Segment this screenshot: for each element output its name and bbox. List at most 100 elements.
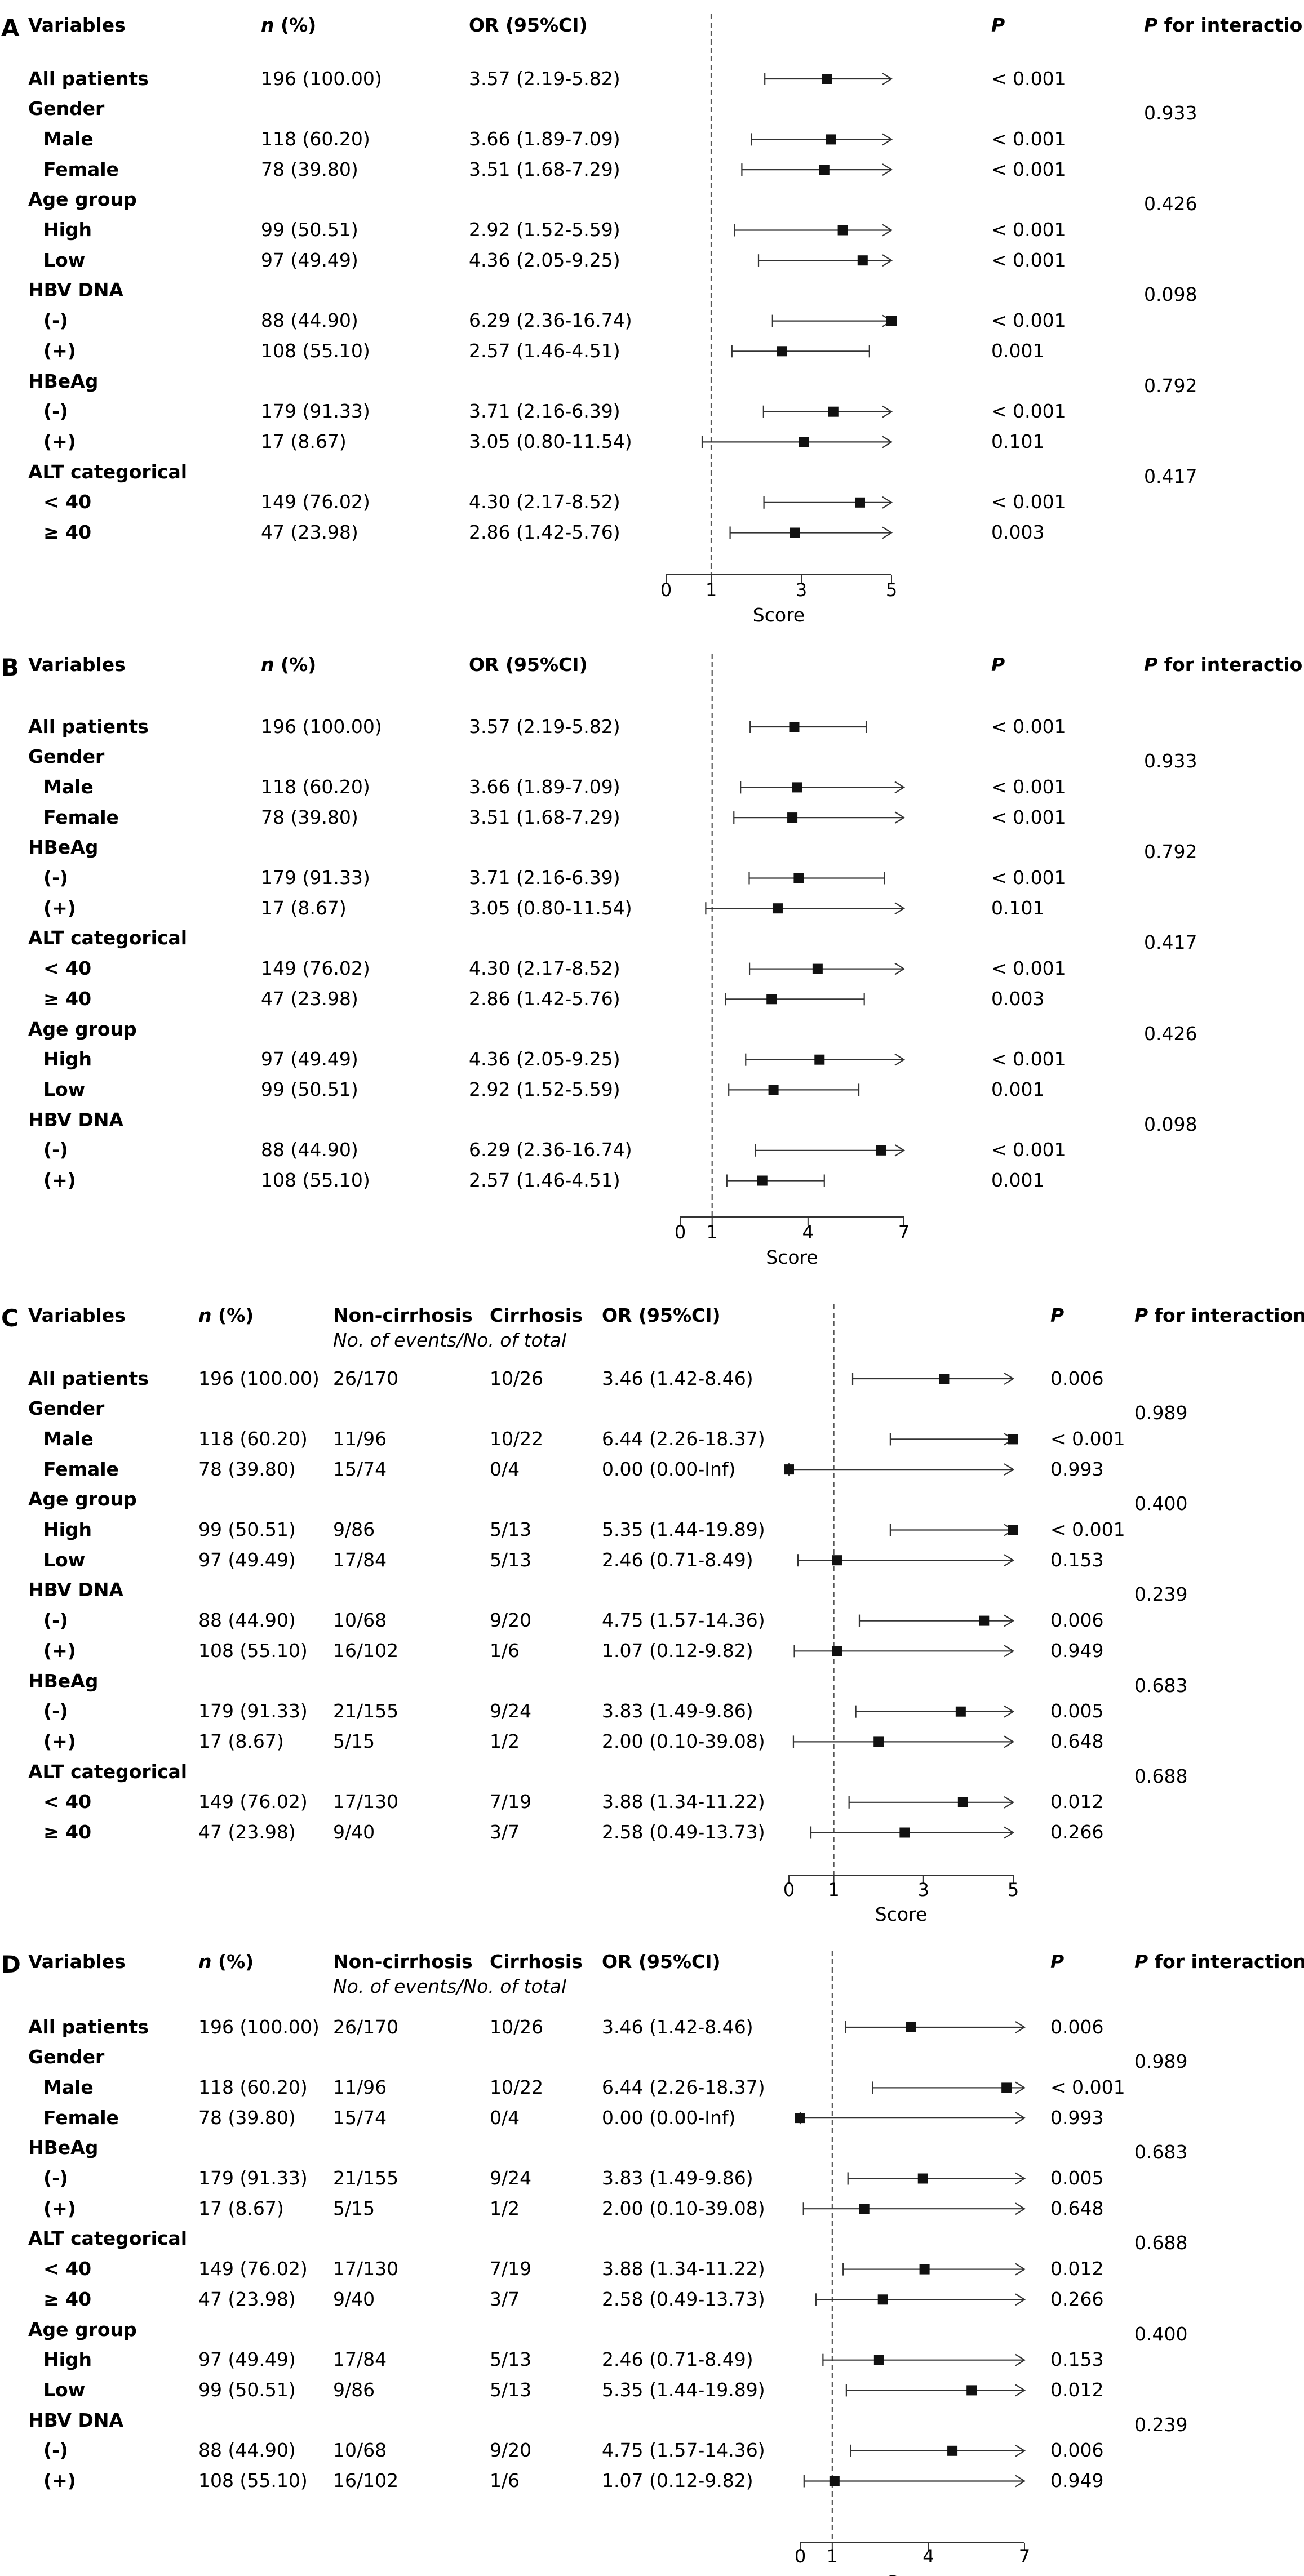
n-percent: 179 (91.33)	[261, 867, 370, 889]
n-percent: 99 (50.51)	[198, 1518, 296, 1541]
or-point	[855, 497, 865, 508]
p-value: < 0.001	[991, 309, 1066, 332]
header-p-interaction-rest: for interaction	[1157, 653, 1304, 676]
row-label: Male	[43, 775, 94, 798]
row-label: ≥ 40	[43, 987, 92, 1010]
ci-arrow	[1004, 1524, 1015, 1536]
or-point	[784, 1464, 794, 1475]
non-cirrhosis-count: 17/84	[333, 1548, 387, 1571]
cirrhosis-count: 10/26	[490, 2015, 544, 2038]
x-tick-label: 5	[1007, 1878, 1019, 1900]
n-percent: 97 (49.49)	[198, 1548, 296, 1571]
ci-arrow	[1015, 2172, 1026, 2185]
row-label: (-)	[43, 867, 68, 889]
or-point	[1001, 2082, 1012, 2093]
n-percent: 17 (8.67)	[261, 896, 347, 919]
cirrhosis-count: 5/13	[490, 2378, 532, 2401]
n-percent: 88 (44.90)	[261, 1139, 358, 1161]
or-ci-text: 2.00 (0.10-39.08)	[602, 1730, 765, 1752]
row-label: ≥ 40	[43, 521, 92, 544]
x-tick-label: 0	[794, 2545, 806, 2567]
or-point	[777, 346, 787, 357]
or-ci-text: 6.44 (2.26-18.37)	[602, 1427, 765, 1450]
ci-arrow	[882, 224, 893, 237]
or-point	[873, 1736, 884, 1747]
header-n-italic: n	[261, 14, 274, 36]
row-label: All patients	[28, 2015, 149, 2038]
group-label: HBeAg	[28, 2137, 99, 2159]
cirrhosis-count: 1/6	[490, 1639, 520, 1662]
header-events-note: No. of events/No. of total	[333, 1329, 567, 1351]
header-non-cirrhosis: Non-cirrhosis	[333, 1304, 473, 1326]
or-ci-text: 3.51 (1.68-7.29)	[469, 158, 620, 180]
header-n-rest: (%)	[274, 14, 317, 36]
n-percent: 97 (49.49)	[261, 1048, 358, 1071]
header-p: P	[1050, 1304, 1065, 1326]
non-cirrhosis-count: 26/170	[333, 1367, 399, 1389]
header-cirrhosis: Cirrhosis	[490, 1304, 583, 1326]
or-ci-text: 5.35 (1.44-19.89)	[602, 1518, 765, 1541]
or-ci-text: 4.30 (2.17-8.52)	[469, 957, 620, 980]
p-interaction-value: 0.239	[1134, 2413, 1188, 2436]
or-point	[757, 1175, 768, 1186]
group-label: HBV DNA	[28, 1108, 124, 1131]
n-percent: 99 (50.51)	[198, 2378, 296, 2401]
n-percent: 17 (8.67)	[198, 1730, 284, 1752]
n-percent: 149 (76.02)	[198, 2258, 308, 2280]
p-value: 0.006	[1050, 2439, 1104, 2462]
or-point	[947, 2445, 958, 2456]
n-percent: 78 (39.80)	[261, 158, 358, 180]
cirrhosis-count: 0/4	[490, 1458, 520, 1480]
panel-letter: D	[1, 1950, 21, 1978]
or-point	[768, 1085, 779, 1095]
or-point	[795, 2113, 805, 2124]
n-percent: 78 (39.80)	[198, 1458, 296, 1480]
non-cirrhosis-count: 21/155	[333, 2167, 399, 2189]
row-label: (-)	[43, 2439, 68, 2462]
p-interaction-value: 0.688	[1134, 1765, 1188, 1787]
row-label: Male	[43, 2076, 94, 2098]
header-p-interaction: P for interaction	[1134, 1304, 1304, 1326]
x-tick-label: 1	[828, 1878, 840, 1900]
group-label: HBV DNA	[28, 279, 124, 301]
ci-arrow	[1004, 1826, 1015, 1839]
non-cirrhosis-count: 26/170	[333, 2015, 399, 2038]
n-percent: 179 (91.33)	[198, 2167, 308, 2189]
or-ci-text: 1.07 (0.12-9.82)	[602, 1639, 753, 1662]
p-interaction-value: 0.933	[1144, 102, 1197, 125]
row-label: Low	[43, 248, 86, 271]
n-percent: 196 (100.00)	[261, 715, 382, 738]
p-interaction-value: 0.400	[1134, 1493, 1188, 1515]
header-p-interaction-italic: P	[1134, 1950, 1148, 1973]
ci-arrow	[894, 781, 906, 794]
n-percent: 108 (55.10)	[261, 1169, 370, 1192]
n-percent: 47 (23.98)	[261, 521, 358, 544]
or-ci-text: 0.00 (0.00-Inf)	[602, 1458, 736, 1480]
or-ci-text: 3.88 (1.34-11.22)	[602, 1791, 765, 1813]
or-point	[793, 873, 804, 883]
n-percent: 99 (50.51)	[261, 1078, 358, 1100]
row-label: High	[43, 2348, 92, 2371]
p-value: 0.101	[991, 896, 1045, 919]
or-ci-text: 2.46 (0.71-8.49)	[602, 1548, 753, 1571]
row-label: Male	[43, 127, 94, 150]
group-label: ALT categorical	[28, 1760, 188, 1783]
p-value: < 0.001	[991, 158, 1066, 180]
header-p: P	[991, 14, 1005, 36]
p-value: < 0.001	[991, 867, 1066, 889]
p-value: 0.001	[991, 339, 1045, 362]
or-ci-text: 2.57 (1.46-4.51)	[469, 339, 620, 362]
p-value: 0.012	[1050, 2258, 1104, 2280]
n-percent: 108 (55.10)	[261, 339, 370, 362]
p-value: < 0.001	[991, 806, 1066, 828]
n-percent: 196 (100.00)	[261, 67, 382, 90]
x-tick-label: 7	[1018, 2545, 1031, 2567]
non-cirrhosis-count: 9/86	[333, 2378, 375, 2401]
or-point	[876, 1145, 886, 1156]
or-ci-text: 3.57 (2.19-5.82)	[469, 715, 620, 738]
group-label: Age group	[28, 1018, 137, 1040]
n-percent: 118 (60.20)	[261, 127, 370, 150]
cirrhosis-count: 10/22	[490, 1427, 544, 1450]
n-percent: 47 (23.98)	[261, 987, 358, 1010]
